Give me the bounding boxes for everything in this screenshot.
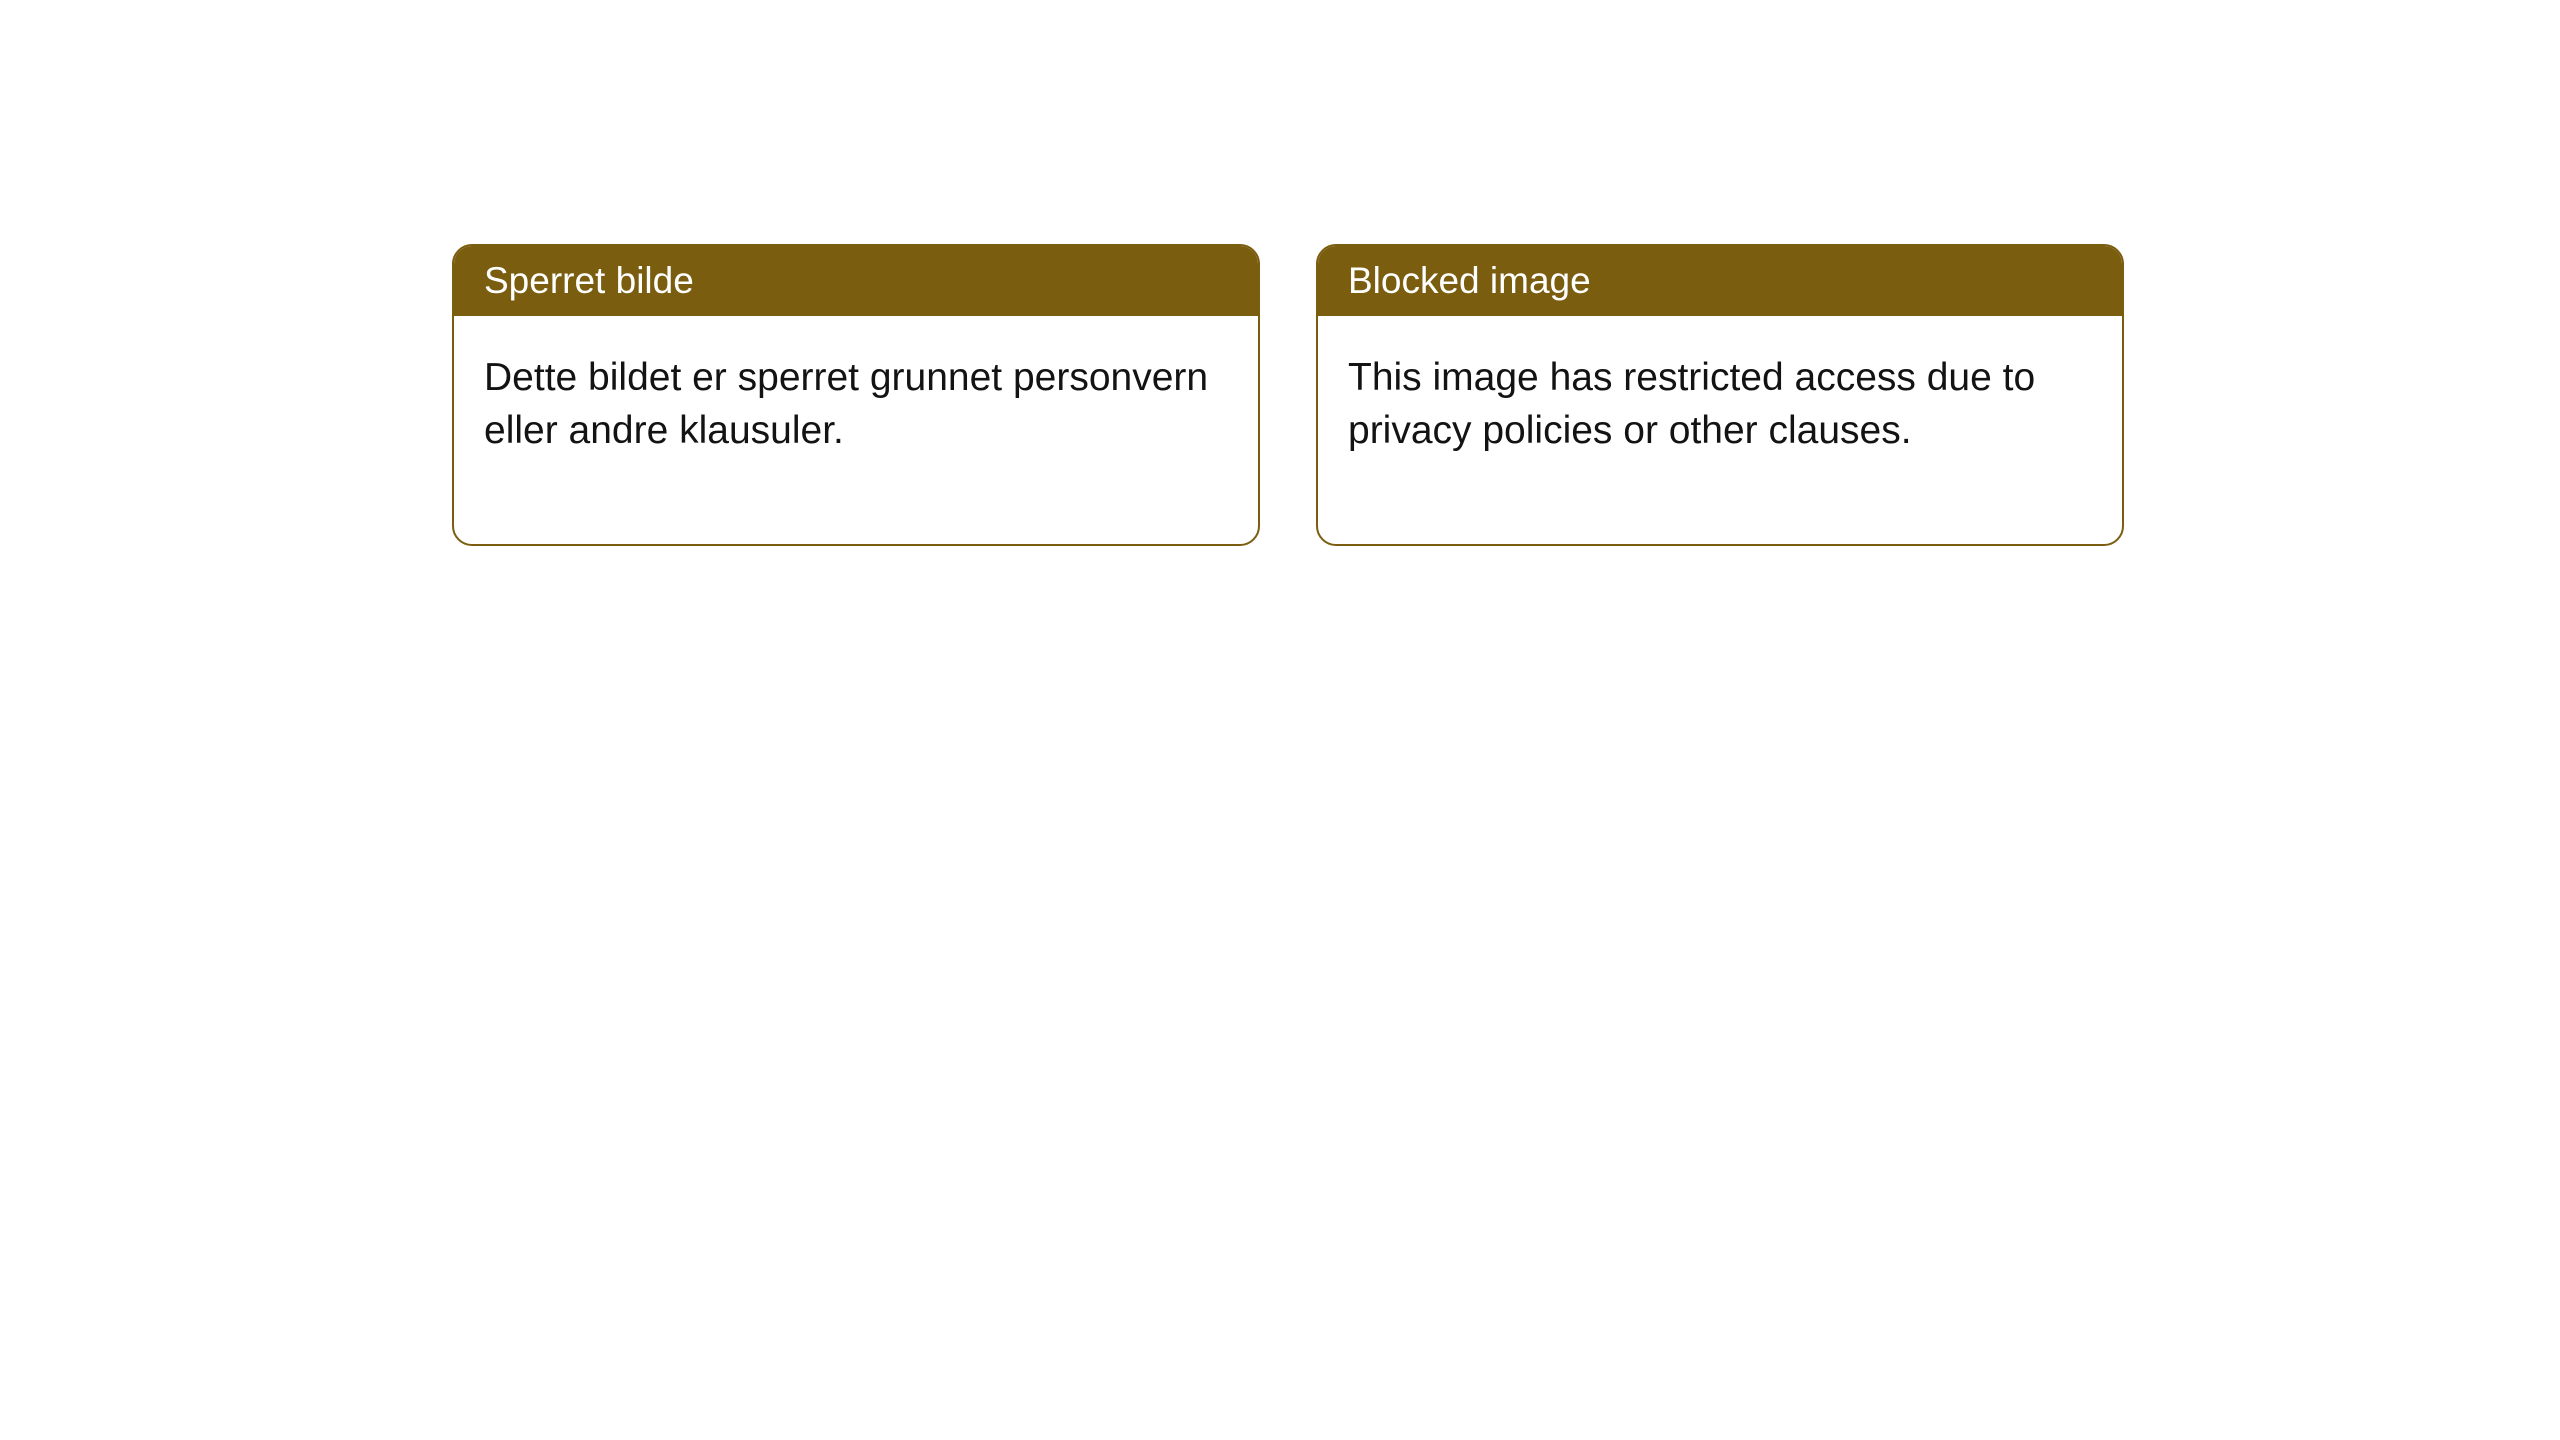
card-header: Blocked image — [1318, 246, 2122, 316]
card-body: Dette bildet er sperret grunnet personve… — [454, 316, 1258, 544]
card-title: Blocked image — [1348, 260, 1591, 301]
notice-card-english: Blocked image This image has restricted … — [1316, 244, 2124, 546]
notice-card-norwegian: Sperret bilde Dette bildet er sperret gr… — [452, 244, 1260, 546]
card-header: Sperret bilde — [454, 246, 1258, 316]
card-body: This image has restricted access due to … — [1318, 316, 2122, 544]
card-body-text: Dette bildet er sperret grunnet personve… — [484, 356, 1208, 452]
card-title: Sperret bilde — [484, 260, 694, 301]
card-body-text: This image has restricted access due to … — [1348, 356, 2035, 452]
notice-container: Sperret bilde Dette bildet er sperret gr… — [452, 244, 2124, 546]
